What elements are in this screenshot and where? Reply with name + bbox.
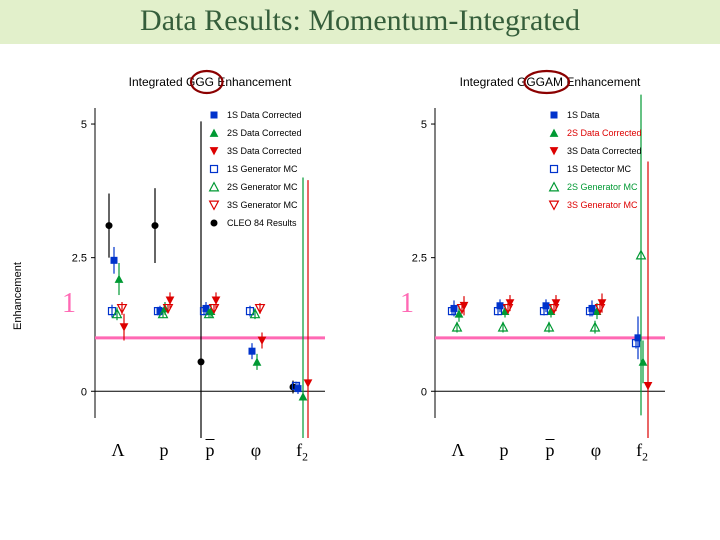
legend-label: CLEO 84 Results <box>227 218 297 228</box>
svg-text:0: 0 <box>81 386 87 398</box>
svg-text:5: 5 <box>421 119 427 131</box>
category-label: p <box>195 440 225 461</box>
legend-item: 2S Data Corrected <box>547 124 642 142</box>
legend-label: 3S Generator MC <box>227 200 298 210</box>
legend-item: 3S Data Corrected <box>547 142 642 160</box>
legend-item: 1S Detector MC <box>547 160 642 178</box>
legend-item: 2S Generator MC <box>207 178 302 196</box>
legend-item: 1S Generator MC <box>207 160 302 178</box>
category-label: Λ <box>103 440 133 461</box>
svg-text:0: 0 <box>421 386 427 398</box>
category-label: p <box>489 440 519 461</box>
legend-label: 2S Generator MC <box>567 182 638 192</box>
legend-item: 3S Data Corrected <box>207 142 302 160</box>
legend-label: 2S Data Corrected <box>227 128 302 138</box>
y-axis-label: Enhancement <box>12 262 24 330</box>
legend-label: 1S Detector MC <box>567 164 631 174</box>
slide: Data Results: Momentum-Integrated Enhanc… <box>0 0 720 540</box>
title-band: Data Results: Momentum-Integrated <box>0 0 720 44</box>
slide-title: Data Results: Momentum-Integrated <box>140 4 580 37</box>
category-label: φ <box>581 440 611 461</box>
legend-label: 1S Data <box>567 110 600 120</box>
category-label: f2 <box>627 440 657 464</box>
legend-label: 1S Data Corrected <box>227 110 302 120</box>
legend-label: 3S Data Corrected <box>227 146 302 156</box>
legend-label: 3S Data Corrected <box>567 146 642 156</box>
category-label: φ <box>241 440 271 461</box>
legend-label: 1S Generator MC <box>227 164 298 174</box>
right-subtitle: Integrated GGGAM Enhancement <box>460 75 641 89</box>
legend-item: 1S Data Corrected <box>207 106 302 124</box>
left-subtitle: Integrated GGG Enhancement <box>129 75 292 89</box>
svg-text:2.5: 2.5 <box>72 253 87 265</box>
legend-item: 3S Generator MC <box>207 196 302 214</box>
category-label: p <box>535 440 565 461</box>
legend-item: 1S Data <box>547 106 642 124</box>
legend-item: CLEO 84 Results <box>207 214 302 232</box>
svg-text:2.5: 2.5 <box>412 253 427 265</box>
legend-label: 2S Data Corrected <box>567 128 642 138</box>
legend-item: 2S Generator MC <box>547 178 642 196</box>
category-label: f2 <box>287 440 317 464</box>
legend-item: 3S Generator MC <box>547 196 642 214</box>
category-label: Λ <box>443 440 473 461</box>
category-label: p <box>149 440 179 461</box>
legend-item: 2S Data Corrected <box>207 124 302 142</box>
svg-text:5: 5 <box>81 119 87 131</box>
legend-label: 2S Generator MC <box>227 182 298 192</box>
left-legend: 1S Data Corrected 2S Data Corrected 3S Dat… <box>207 106 302 232</box>
right-legend: 1S Data 2S Data Corrected 3S Data Correcte… <box>547 106 642 214</box>
legend-label: 3S Generator MC <box>567 200 638 210</box>
